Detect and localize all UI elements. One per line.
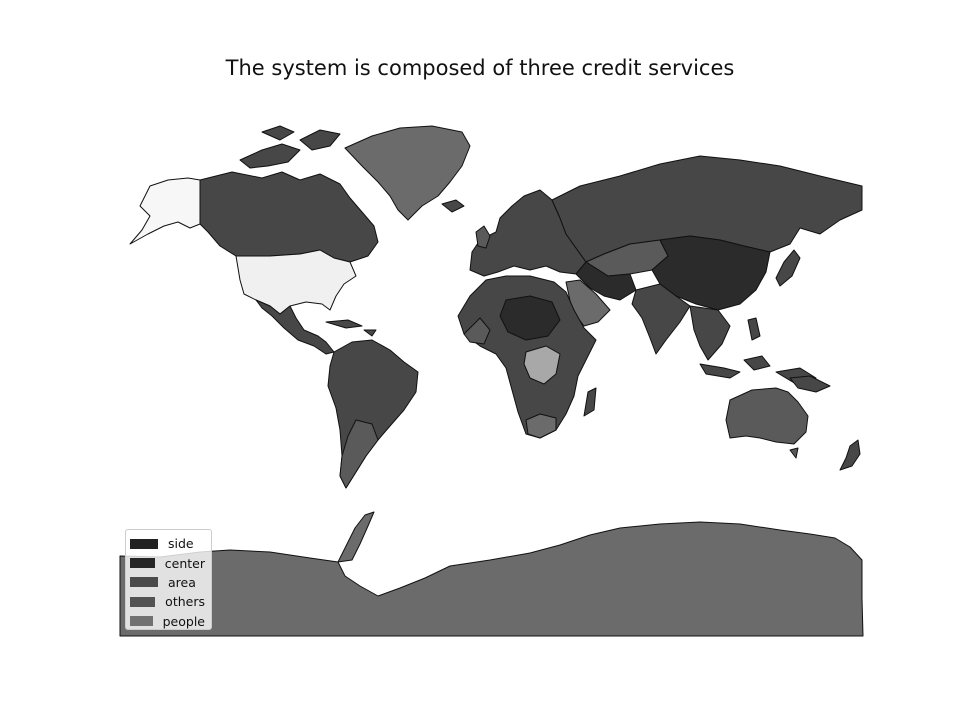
region-tasmania <box>789 447 799 459</box>
region-congo <box>523 345 561 385</box>
region-china <box>651 235 771 311</box>
region-alaska <box>129 177 201 245</box>
region-west-africa <box>463 317 491 345</box>
legend-swatch <box>130 538 158 549</box>
legend-item: area <box>130 573 205 592</box>
region-philippines <box>747 317 761 341</box>
region-canada <box>199 171 379 263</box>
region-antarctica <box>119 521 864 637</box>
region-southern-africa <box>525 413 557 439</box>
region-united-states <box>235 249 357 315</box>
legend-item: people <box>130 612 205 631</box>
region-argentina <box>339 419 379 489</box>
region-caribbean <box>325 319 377 337</box>
region-iceland <box>441 199 465 213</box>
region-se-asia <box>689 305 731 361</box>
region-uk <box>475 225 491 249</box>
legend-label: area <box>168 574 196 590</box>
legend-label: center <box>164 555 205 571</box>
region-arctic-islands <box>239 125 341 169</box>
legend-item: others <box>130 592 205 611</box>
region-new-zealand <box>839 439 861 471</box>
legend-swatch <box>130 558 155 569</box>
legend-item: center <box>130 553 205 572</box>
region-madagascar <box>583 387 597 417</box>
map-title: The system is composed of three credit s… <box>225 56 735 80</box>
region-india <box>631 283 691 355</box>
region-indonesia <box>699 355 817 385</box>
legend-label: others <box>165 594 205 610</box>
legend-label: side <box>168 536 194 552</box>
region-australia <box>725 387 809 445</box>
legend-swatch <box>130 596 156 607</box>
legend-swatch <box>130 577 158 588</box>
map-legend: side center area others people <box>125 529 212 630</box>
region-greenland <box>344 125 471 221</box>
region-sahel <box>499 295 561 341</box>
legend-item: side <box>130 534 205 553</box>
legend-swatch <box>130 616 153 627</box>
region-antarctic-peninsula <box>337 511 375 563</box>
legend-label: people <box>162 613 205 629</box>
region-mexico <box>255 299 335 355</box>
region-new-guinea <box>789 375 831 393</box>
region-japan <box>775 249 801 287</box>
